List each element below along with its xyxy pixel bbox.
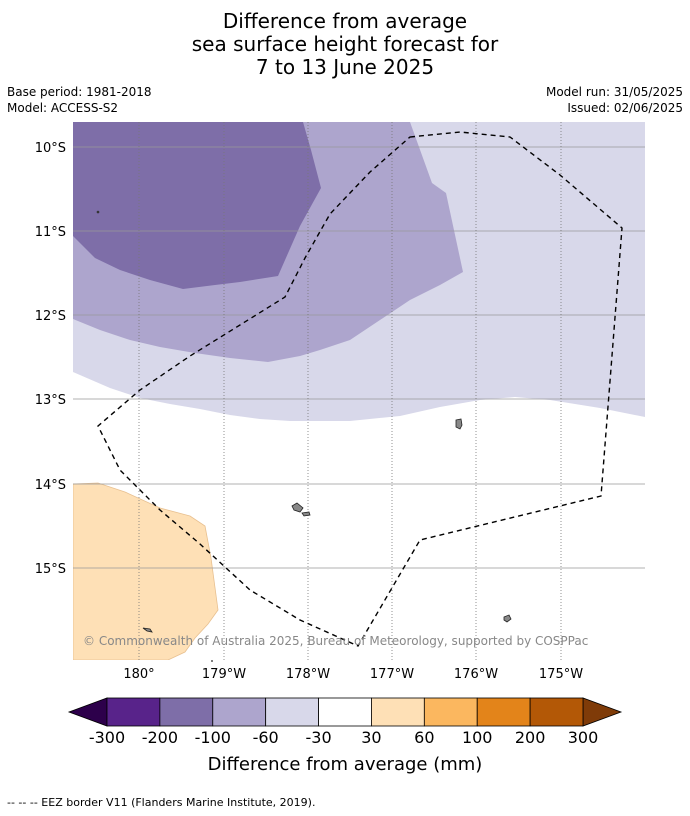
model-run: Model run: 31/05/2025 — [545, 85, 683, 99]
lon-label-179w: 179°W — [202, 667, 246, 682]
lat-labels: 10°S 11°S 12°S 13°S 14°S 15°S — [35, 141, 66, 577]
lon-label-178w: 178°W — [286, 667, 330, 682]
lon-labels: 180° 179°W 178°W 177°W 176°W 175°W — [123, 667, 583, 682]
island-1 — [455, 418, 463, 430]
colorbar-tick-label: 60 — [414, 728, 434, 747]
island-4 — [503, 614, 512, 623]
island-6 — [96, 210, 100, 214]
colorbar-under-arrow — [67, 697, 108, 727]
model-name: Model: ACCESS-S2 — [7, 101, 119, 115]
island-5 — [142, 627, 153, 633]
colorbar-segment — [318, 697, 372, 727]
lon-label-180: 180° — [123, 667, 154, 682]
title-line-2: sea surface height forecast for — [191, 32, 499, 56]
eez-border — [97, 131, 623, 647]
base-period: Base period: 1981-2018 — [7, 85, 152, 99]
map-area: © Commonwealth of Australia 2025, Bureau… — [73, 122, 645, 660]
colorbar-tick-label: -30 — [305, 728, 331, 747]
issued-date: Issued: 02/06/2025 — [567, 101, 683, 115]
island-2 — [291, 502, 304, 513]
eez-footnote: -- -- -- EEZ border V11 (Flanders Marine… — [7, 796, 316, 809]
colorbar-title: Difference from average (mm) — [208, 754, 483, 775]
lat-label-14s: 14°S — [35, 478, 66, 493]
title-line-1: Difference from average — [222, 9, 468, 33]
colorbar-tick-label: -100 — [195, 728, 231, 747]
colorbar: -300 -200 -100 -60 -30 30 60 100 200 300 Differen… — [67, 697, 623, 775]
lat-label-11s: 11°S — [35, 225, 66, 240]
colorbar-tick-label: 30 — [361, 728, 381, 747]
lat-gridlines — [73, 146, 645, 569]
meta-right: Model run: 31/05/2025 Issued: 02/06/2025 — [546, 84, 683, 116]
colorbar-segment — [106, 697, 161, 727]
lat-label-10s: 10°S — [35, 141, 66, 156]
meta-left: Base period: 1981-2018 Model: ACCESS-S2 — [7, 84, 152, 116]
colorbar-tick-label: -300 — [89, 728, 125, 747]
colorbar-segment — [476, 697, 531, 727]
title-line-3: 7 to 13 June 2025 — [255, 55, 435, 79]
contour-band-30-60 — [73, 482, 219, 660]
lon-label-177w: 177°W — [370, 667, 414, 682]
lat-label-15s: 15°S — [35, 562, 66, 577]
island-3 — [301, 511, 311, 517]
colorbar-tick-label: 300 — [568, 728, 599, 747]
colorbar-tick-label: 200 — [515, 728, 546, 747]
colorbar-tick-label: -200 — [142, 728, 178, 747]
contour-band-200-100 — [73, 122, 321, 289]
colorbar-segment — [159, 697, 214, 727]
colorbar-segment — [529, 697, 584, 727]
colorbar-segment — [212, 697, 267, 727]
islands — [96, 210, 512, 633]
lat-label-12s: 12°S — [35, 309, 66, 324]
lon-label-176w: 176°W — [454, 667, 498, 682]
copyright-notice: © Commonwealth of Australia 2025, Bureau… — [83, 634, 588, 648]
colorbar-segment — [423, 697, 478, 727]
colorbar-over-arrow — [582, 697, 623, 727]
colorbar-segment — [371, 697, 425, 727]
lat-label-13s: 13°S — [35, 393, 66, 408]
lon-label-175w: 175°W — [539, 667, 583, 682]
colorbar-tick-label: 100 — [462, 728, 493, 747]
colorbar-segment — [265, 697, 319, 727]
colorbar-tick-label: -60 — [253, 728, 279, 747]
